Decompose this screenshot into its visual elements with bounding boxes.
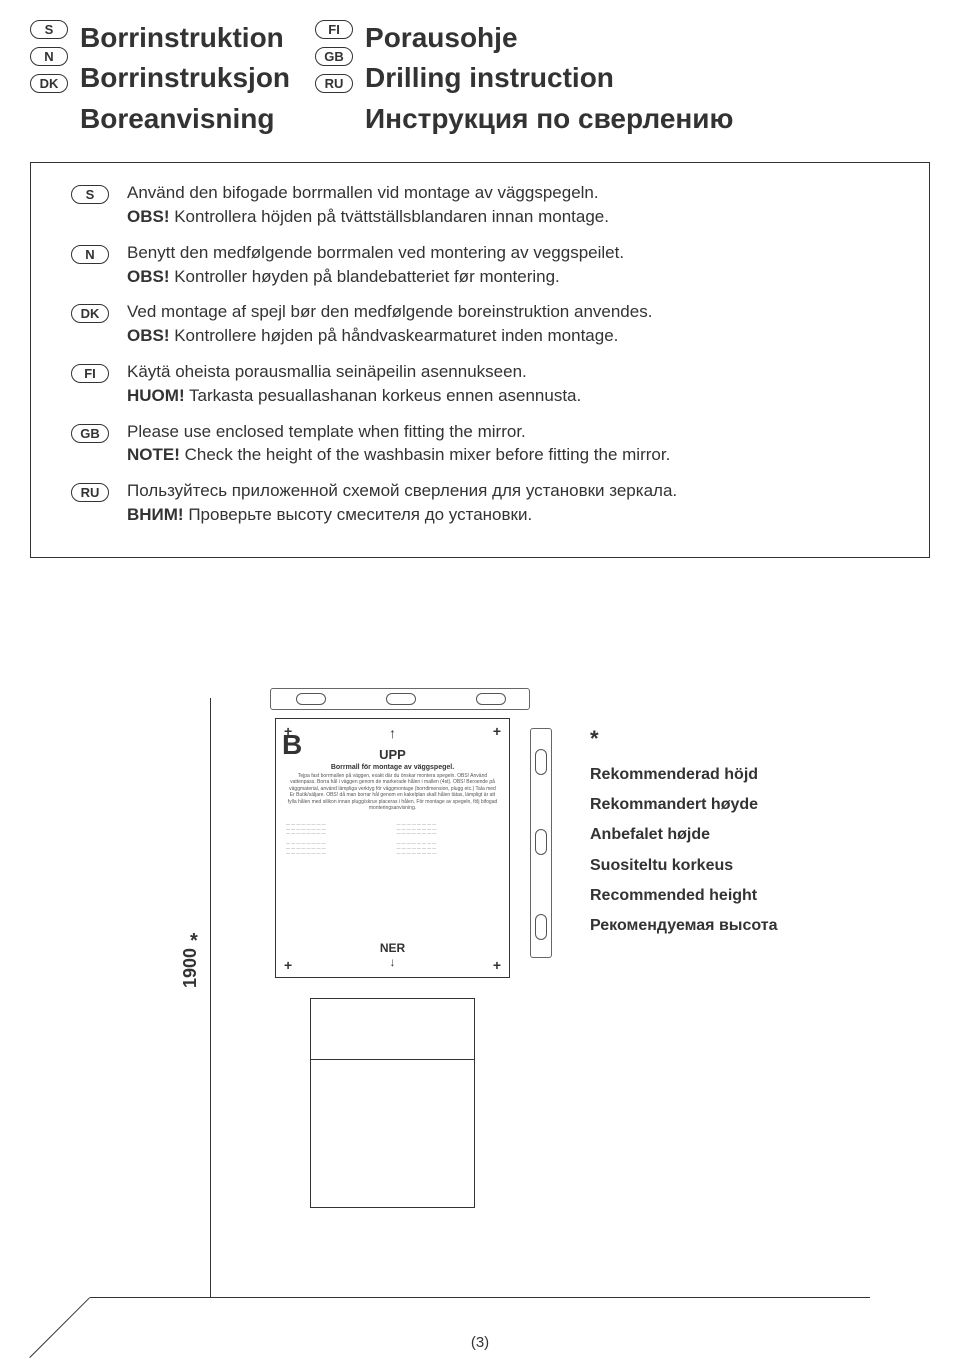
lang-col-left: S N DK [30, 20, 68, 93]
spirit-level-horizontal [270, 688, 530, 710]
lang-badge: DK [71, 304, 109, 323]
title: Инструкция по сверлению [365, 101, 733, 137]
lang-badge: S [71, 185, 109, 204]
title-col-right: Porausohje Drilling instruction Инструкц… [365, 20, 733, 137]
wall-line [210, 698, 211, 1298]
title: Boreanvisning [80, 101, 290, 137]
template-ner: NER [276, 941, 509, 969]
title: Drilling instruction [365, 60, 733, 96]
lang-col-right: FI GB RU [315, 20, 353, 93]
level-bubble [535, 914, 547, 940]
level-bubble [296, 693, 326, 705]
instruction-text: Пользуйтесь приложенной схемой сверления… [127, 479, 677, 527]
lang-badge: GB [315, 47, 353, 66]
lang-badge: DK [30, 74, 68, 93]
floor-line [90, 1297, 870, 1298]
title: Borrinstruksjon [80, 60, 290, 96]
header-right: FI GB RU Porausohje Drilling instruction… [315, 20, 733, 137]
template-title: Borrmall för montage av väggspegel. [286, 764, 499, 771]
title: Porausohje [365, 20, 733, 56]
height-label: 1900 [180, 948, 201, 988]
diagram: * 1900 + + + + B UPP Borrmall för montag… [30, 678, 930, 1358]
instruction-text: Please use enclosed template when fittin… [127, 420, 670, 468]
instruction-row: S Använd den bifogade borrmallen vid mont… [71, 181, 909, 229]
height-label: Rekommandert høyde [590, 790, 777, 820]
instruction-text: Käytä oheista porausmallia seinäpeilin a… [127, 360, 581, 408]
level-bubble [476, 693, 506, 705]
height-label: Recommended height [590, 881, 777, 911]
height-labels: * Rekommenderad höjd Rekommandert høyde … [590, 718, 777, 942]
spirit-level-vertical [530, 728, 552, 958]
star: * [590, 718, 777, 760]
instruction-text: Benytt den medfølgende borrmalen ved mon… [127, 241, 624, 289]
height-label: Рекомендуемая высота [590, 911, 777, 941]
instruction-text: Använd den bifogade borrmallen vid monta… [127, 181, 609, 229]
template-body: Tejpa fast borrmallen på väggen, exakt d… [286, 773, 499, 812]
lang-badge: FI [315, 20, 353, 39]
template-letter: B [282, 729, 302, 761]
lang-badge: FI [71, 364, 109, 383]
lang-badge: RU [315, 74, 353, 93]
drill-mark: + [493, 723, 501, 739]
title: Borrinstruktion [80, 20, 290, 56]
lang-badge: S [30, 20, 68, 39]
height-label: Anbefalet højde [590, 820, 777, 850]
template-columns: — — — — — — — —— — — — — — — —— — — — — … [286, 822, 499, 856]
level-bubble [535, 829, 547, 855]
level-bubble [535, 749, 547, 775]
arrow-up-icon [286, 725, 499, 741]
instruction-row: GB Please use enclosed template when fitt… [71, 420, 909, 468]
header-left: S N DK Borrinstruktion Borrinstruksjon B… [30, 20, 290, 137]
drill-template: + + + + B UPP Borrmall för montage av vä… [275, 718, 510, 978]
height-label: Rekommenderad höjd [590, 760, 777, 790]
template-col: — — — — — — — —— — — — — — — —— — — — — … [286, 822, 389, 856]
instruction-row: FI Käytä oheista porausmallia seinäpeilin… [71, 360, 909, 408]
level-bubble [386, 693, 416, 705]
template-col: — — — — — — — —— — — — — — — —— — — — — … [397, 822, 500, 856]
instruction-row: DK Ved montage af spejl bør den medfølgen… [71, 300, 909, 348]
lang-badge: N [30, 47, 68, 66]
washbasin [310, 998, 475, 1208]
lang-badge: N [71, 245, 109, 264]
instruction-row: N Benytt den medfølgende borrmalen ved mo… [71, 241, 909, 289]
instruction-row: RU Пользуйтесь приложенной схемой сверлен… [71, 479, 909, 527]
page-number: (3) [0, 1334, 960, 1351]
height-label: Suositeltu korkeus [590, 851, 777, 881]
lang-badge: GB [71, 424, 109, 443]
washbasin-line [311, 1059, 474, 1060]
header: S N DK Borrinstruktion Borrinstruksjon B… [30, 20, 930, 152]
template-upp: UPP [286, 747, 499, 762]
lang-badge: RU [71, 483, 109, 502]
title-col-left: Borrinstruktion Borrinstruksjon Boreanvi… [80, 20, 290, 137]
instruction-text: Ved montage af spejl bør den medfølgende… [127, 300, 652, 348]
instruction-box: S Använd den bifogade borrmallen vid mont… [30, 162, 930, 558]
